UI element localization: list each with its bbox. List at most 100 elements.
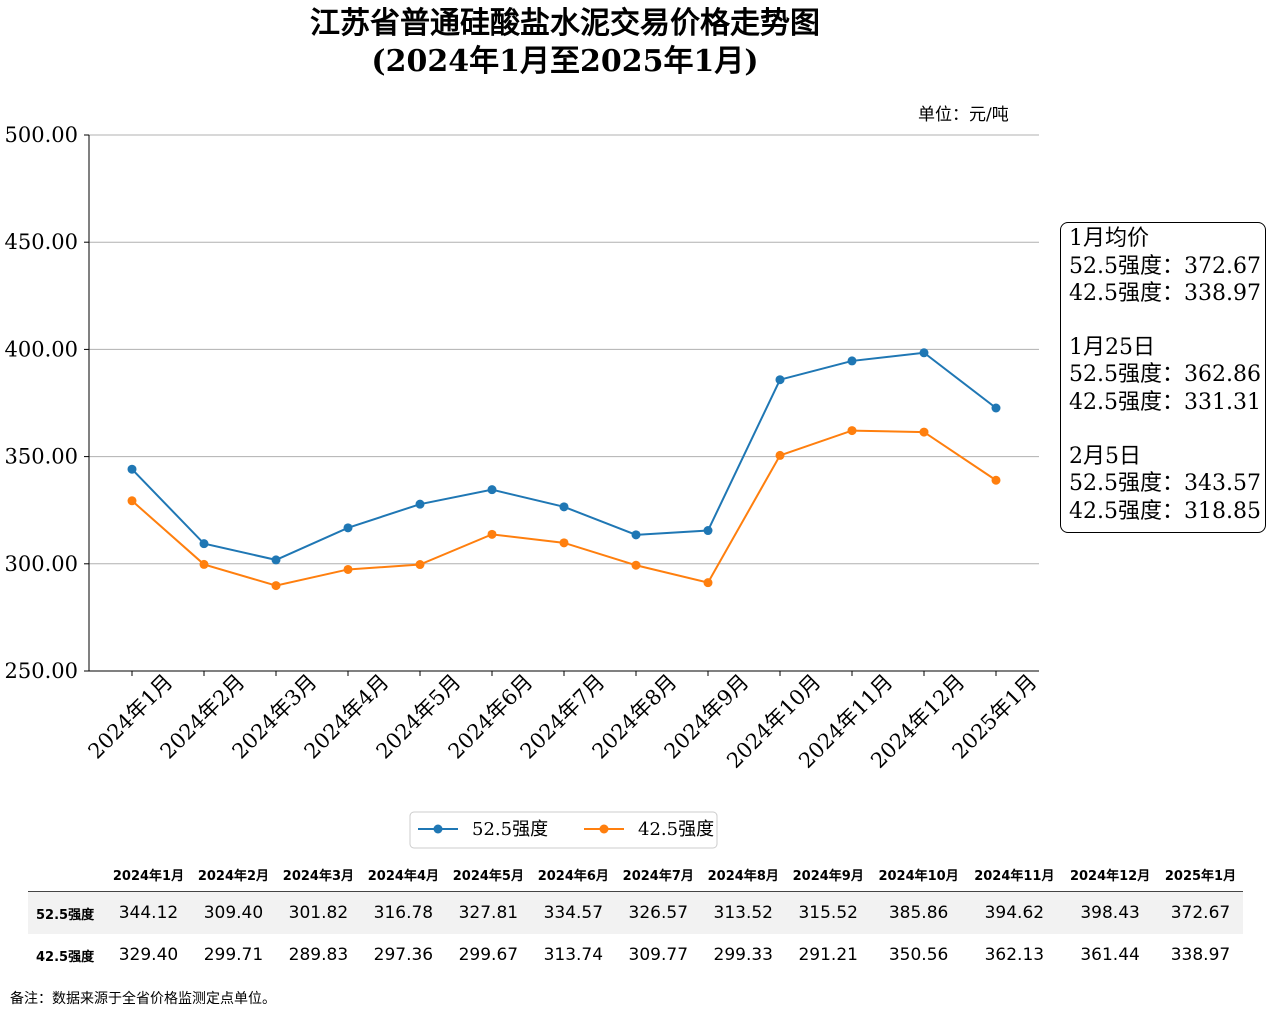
summary-group-monthly-avg: 1月均价 52.5强度：372.67 42.5强度：338.97	[1069, 225, 1265, 308]
data-table: 2024年1月 2024年2月 2024年3月 2024年4月 2024年5月 …	[28, 857, 1243, 976]
table-cell: 313.52	[700, 891, 786, 934]
table-column-header: 2024年5月	[445, 857, 531, 892]
legend-marker	[433, 824, 443, 834]
data-point	[487, 529, 497, 539]
table-column-header: 2024年6月	[530, 857, 616, 892]
legend-box	[409, 811, 718, 849]
table-cell: 301.82	[275, 891, 361, 934]
table-cell: 338.97	[1170, 945, 1231, 965]
legend-label: 42.5强度	[638, 819, 714, 840]
footnote: 备注：数据来源于全省价格监测定点单位。	[10, 991, 276, 1007]
data-point	[343, 564, 353, 574]
summary-line: 52.5强度：343.57	[1069, 471, 1261, 497]
data-point	[343, 523, 353, 533]
summary-line: 42.5强度：331.31	[1069, 389, 1261, 415]
summary-group-jan25: 1月25日 52.5强度：362.86 42.5强度：331.31	[1069, 334, 1265, 417]
table-cell: 372.67	[1157, 891, 1243, 934]
data-point	[919, 348, 929, 358]
table-cell: 327.81	[445, 891, 531, 934]
y-tick-label: 500.00	[5, 123, 78, 147]
data-point	[415, 499, 425, 509]
table-cell: 291.21	[798, 945, 858, 965]
table-column-header: 2024年1月	[106, 857, 191, 892]
summary-line: 42.5强度：338.97	[1069, 281, 1261, 307]
table-cell: 299.33	[713, 945, 773, 965]
data-point	[991, 403, 1001, 413]
data-point	[991, 475, 1001, 485]
data-point	[487, 485, 497, 495]
summary-line: 52.5强度：372.67	[1069, 253, 1261, 279]
table-column-header: 2024年11月	[966, 857, 1063, 892]
data-point	[415, 560, 425, 570]
summary-line: 52.5强度：362.86	[1069, 362, 1261, 388]
table-column-header: 2024年3月	[275, 857, 361, 892]
table-column-header: 2024年2月	[190, 857, 276, 892]
table-row-label: 42.5强度	[36, 949, 95, 965]
table-column-header: 2024年10月	[870, 857, 967, 892]
table-column-header: 2024年8月	[700, 857, 786, 892]
table-column-header: 2024年9月	[785, 857, 871, 892]
data-point	[559, 502, 569, 512]
table-cell: 299.71	[203, 945, 264, 965]
table-cell: 398.43	[1062, 891, 1158, 934]
table-column-header: 2025年1月	[1157, 857, 1243, 892]
table-cell: 361.44	[1080, 945, 1140, 965]
data-point	[631, 560, 641, 570]
table-row-label: 52.5强度	[28, 891, 106, 934]
price-summary-box: 1月均价 52.5强度：372.67 42.5强度：338.97 1月25日 5…	[1060, 222, 1266, 533]
data-point	[847, 426, 857, 436]
table-header-row: 2024年1月 2024年2月 2024年3月 2024年4月 2024年5月 …	[28, 857, 1243, 892]
table-cell: 394.62	[966, 891, 1063, 934]
table-corner-cell	[28, 857, 106, 892]
table-cell: 313.74	[543, 945, 604, 965]
data-point	[703, 526, 713, 536]
table-column-header: 2024年7月	[615, 857, 701, 892]
chart-subtitle: (2024年1月至2025年1月)	[371, 44, 759, 79]
data-point	[127, 496, 137, 506]
y-tick-label: 350.00	[5, 445, 78, 469]
table-cell: 299.67	[458, 945, 519, 965]
data-point	[271, 581, 281, 591]
data-point	[847, 356, 857, 366]
table-column-header: 2024年12月	[1062, 857, 1158, 892]
table-cell: 297.36	[373, 945, 434, 965]
table-cell: 350.56	[888, 945, 949, 965]
unit-label: 单位：元/吨	[918, 105, 1009, 125]
data-point	[919, 427, 929, 437]
data-point	[631, 530, 641, 540]
table-cell: 329.40	[118, 945, 179, 965]
table-cell: 362.13	[984, 945, 1045, 965]
data-point	[199, 559, 209, 569]
legend-label: 52.5强度	[472, 819, 548, 840]
chart-title: 江苏省普通硅酸盐水泥交易价格走势图	[310, 6, 820, 41]
data-point	[271, 555, 281, 565]
summary-heading: 1月25日	[1069, 334, 1155, 360]
table-cell: 385.86	[870, 891, 967, 934]
y-tick-label: 400.00	[5, 337, 78, 361]
table-cell: 289.83	[288, 945, 349, 965]
table-cell: 344.12	[106, 891, 191, 934]
table-column-header: 2024年4月	[360, 857, 446, 892]
data-point	[775, 450, 785, 460]
y-tick-label: 450.00	[5, 230, 78, 254]
legend-marker	[599, 824, 609, 834]
y-tick-label: 250.00	[5, 659, 78, 683]
table-row: 42.5强度 329.40 299.71 289.83 297.36 299.6…	[28, 934, 1243, 976]
summary-heading: 1月均价	[1069, 226, 1149, 251]
data-point	[703, 578, 713, 588]
data-point	[775, 375, 785, 385]
summary-group-feb5: 2月5日 52.5强度：343.57 42.5强度：318.85	[1069, 443, 1265, 526]
table-row: 52.5强度 344.12 309.40 301.82 316.78 327.8…	[28, 891, 1243, 934]
table-cell: 316.78	[360, 891, 446, 934]
table-cell: 315.52	[785, 891, 871, 934]
data-point	[199, 539, 209, 549]
table-cell: 326.57	[615, 891, 701, 934]
table-cell: 309.77	[628, 945, 689, 965]
summary-line: 42.5强度：318.85	[1069, 498, 1261, 524]
data-point	[127, 464, 137, 474]
y-tick-label: 300.00	[5, 552, 78, 576]
data-point	[559, 538, 569, 548]
summary-heading: 2月5日	[1069, 443, 1141, 469]
table-cell: 309.40	[190, 891, 276, 934]
